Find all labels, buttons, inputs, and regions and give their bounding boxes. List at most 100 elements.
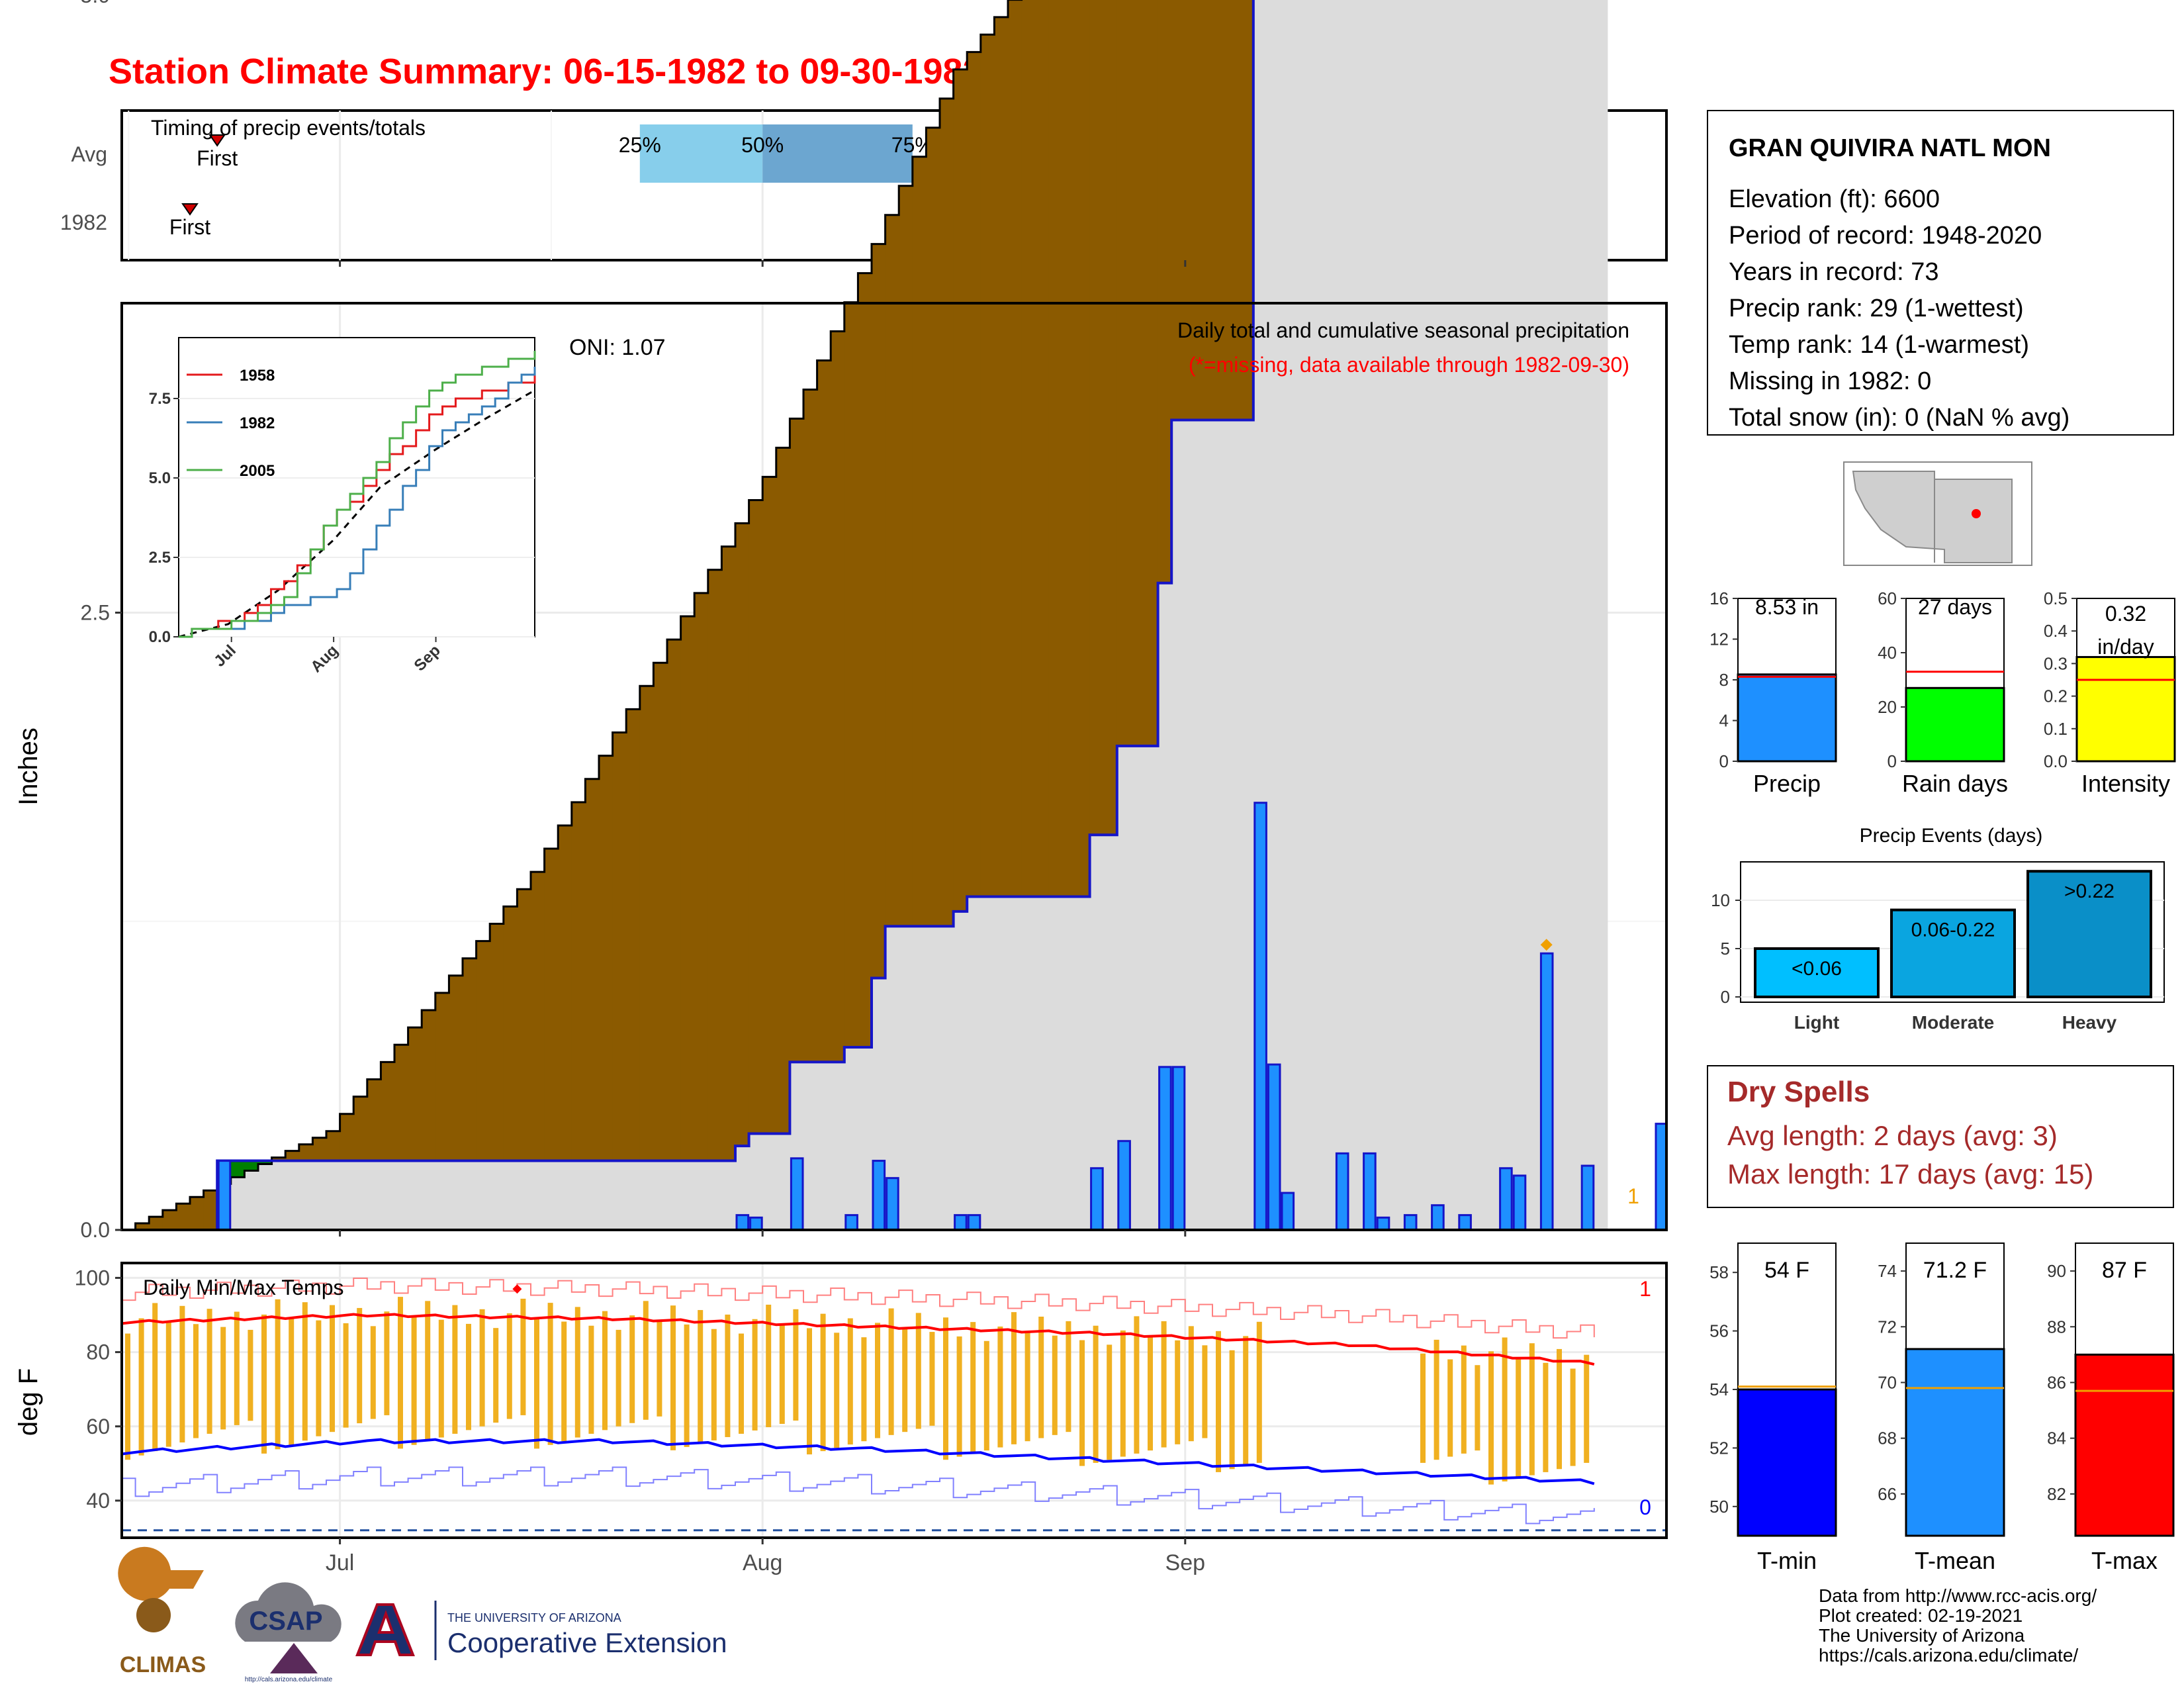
precip-panel-subtitle: Daily total and cumulative seasonal prec… <box>1177 318 1629 342</box>
precip-panel-frame <box>120 302 1668 1231</box>
below-average-deficit <box>926 127 940 927</box>
temp-gridlines <box>122 1263 1666 1538</box>
record-high-marker <box>512 1284 522 1294</box>
below-average-deficit <box>394 1045 409 1161</box>
station-info-frame <box>1707 110 2174 436</box>
daily-temp-bar <box>206 1309 212 1434</box>
daily-temp-bar <box>588 1325 594 1434</box>
daily-temp-bar <box>1584 1354 1590 1463</box>
below-average-deficit <box>776 447 790 1134</box>
below-average-deficit <box>1185 0 1199 420</box>
daily-temp-bar <box>1216 1331 1221 1472</box>
daily-temp-bar <box>929 1332 935 1426</box>
daily-temp-bar <box>152 1303 158 1452</box>
daily-precip-bar <box>872 1160 886 1231</box>
daily-temp-bar <box>234 1311 240 1425</box>
precip-event-bar-heavy <box>2026 870 2152 998</box>
precip-event-category-label: Moderate <box>1912 1012 1994 1033</box>
season-summary-bars: 0 4 8 12 16 8.53 in Precip 0 20 40 60 27 days Rain d… <box>1709 588 2176 797</box>
inset-legend-label: 2005 <box>240 462 275 480</box>
below-average-deficit <box>667 639 682 1161</box>
temp-panel-frame <box>120 1262 1668 1539</box>
below-average-deficit <box>544 849 559 1161</box>
daily-temp-bar <box>711 1329 717 1440</box>
daily-temp-bar <box>847 1318 853 1445</box>
ua-small-text: THE UNIVERSITY OF ARIZONA <box>447 1611 621 1624</box>
csap-cloud <box>235 1582 341 1642</box>
climas-logo-text: CLIMAS <box>120 1652 206 1677</box>
daily-temp-bar <box>602 1311 608 1430</box>
below-average-deficit <box>639 686 654 1161</box>
summary-ytick-label: 0 <box>1888 751 1897 771</box>
below-average-deficit <box>435 992 449 1161</box>
daily-precip-bar <box>1253 802 1267 1231</box>
temp-summary-ytick-label: 90 <box>2047 1261 2066 1281</box>
below-average-deficit <box>721 546 736 1161</box>
station-snow: Total snow (in): 0 (NaN % avg) <box>1729 404 2070 432</box>
below-average-deficit <box>271 1157 286 1161</box>
daily-temp-bar <box>1079 1340 1085 1466</box>
timing-bar-q25-q50 <box>639 124 763 183</box>
daily-temp-bar <box>357 1307 363 1424</box>
summary-ytick-label: 16 <box>1709 588 1729 608</box>
average-cumulative-line <box>122 0 1023 1231</box>
summary-bar-label: Precip <box>1753 770 1821 797</box>
source-line-1: Data from http://www.rcc-acis.org/ <box>1819 1585 2097 1606</box>
first-event-label: First <box>169 215 210 239</box>
temp-summary-value-label: 87 F <box>2102 1258 2147 1283</box>
daily-temp-bar <box>1202 1345 1208 1438</box>
daily-temp-bar <box>316 1320 322 1436</box>
daily-temp-bar <box>1256 1321 1262 1463</box>
below-average-deficit <box>626 709 641 1161</box>
average-tmin-line <box>121 1438 1595 1485</box>
daily-temp-bar <box>1433 1339 1439 1460</box>
below-average-deficit <box>135 1223 150 1230</box>
precip-event-bin-label: <0.06 <box>1792 958 1842 980</box>
summary-bar-label: Intensity <box>2081 770 2170 797</box>
daily-temp-bar <box>302 1302 308 1441</box>
date-xtick-label: Jul <box>326 1550 354 1575</box>
temp-y-axis: 40 60 80 100 <box>75 1266 122 1513</box>
daily-temp-bar <box>1188 1326 1194 1442</box>
below-average-deficit <box>680 616 695 1161</box>
below-average-deficit <box>1062 0 1077 897</box>
daily-temp-bar <box>574 1307 580 1438</box>
below-average-deficit <box>1089 0 1104 835</box>
below-average-deficit <box>312 1137 327 1161</box>
inset-legend: 1958 1982 2005 <box>187 367 275 480</box>
summary-bar-label: Rain days <box>1902 770 2008 797</box>
daily-precip-bar <box>886 1177 899 1231</box>
daily-temp-bar <box>1024 1331 1030 1442</box>
inset-lines <box>178 351 536 638</box>
daily-temp-bar <box>902 1327 908 1432</box>
summary-ytick-label: 12 <box>1709 630 1729 649</box>
daily-temp-bar <box>1107 1344 1113 1460</box>
precip-event-bar-moderate <box>1890 908 2016 998</box>
below-average-deficit <box>1076 0 1091 897</box>
below-average-deficit <box>790 418 804 1062</box>
precip-event-category-label: Heavy <box>2062 1012 2117 1033</box>
daily-temp-bar <box>888 1308 894 1435</box>
daily-precip-bar <box>954 1214 968 1231</box>
daily-precip-bar <box>1431 1204 1445 1231</box>
daily-temp-bar <box>547 1303 553 1445</box>
below-average-deficit <box>1171 0 1186 420</box>
daily-temp-bar <box>275 1299 281 1450</box>
missing-count-marker: 1 <box>1627 1184 1639 1208</box>
below-average-deficit <box>517 889 531 1161</box>
daily-temp-bar <box>615 1329 621 1427</box>
summary-ytick-label: 4 <box>1719 711 1729 731</box>
temp-summary-ytick-label: 88 <box>2047 1317 2066 1336</box>
temp-summary-ytick-label: 56 <box>1709 1321 1729 1341</box>
below-average-deficit <box>858 273 872 1047</box>
daily-temp-bar <box>943 1317 948 1460</box>
daily-temp-bar <box>1229 1350 1235 1470</box>
daily-temp-bar <box>411 1315 417 1445</box>
below-average-deficit <box>694 592 709 1161</box>
daily-temp-bar <box>1502 1337 1508 1481</box>
record-low-line <box>122 1466 1595 1524</box>
daily-temp-bar <box>165 1321 171 1447</box>
station-missing: Missing in 1982: 0 <box>1729 367 1931 395</box>
